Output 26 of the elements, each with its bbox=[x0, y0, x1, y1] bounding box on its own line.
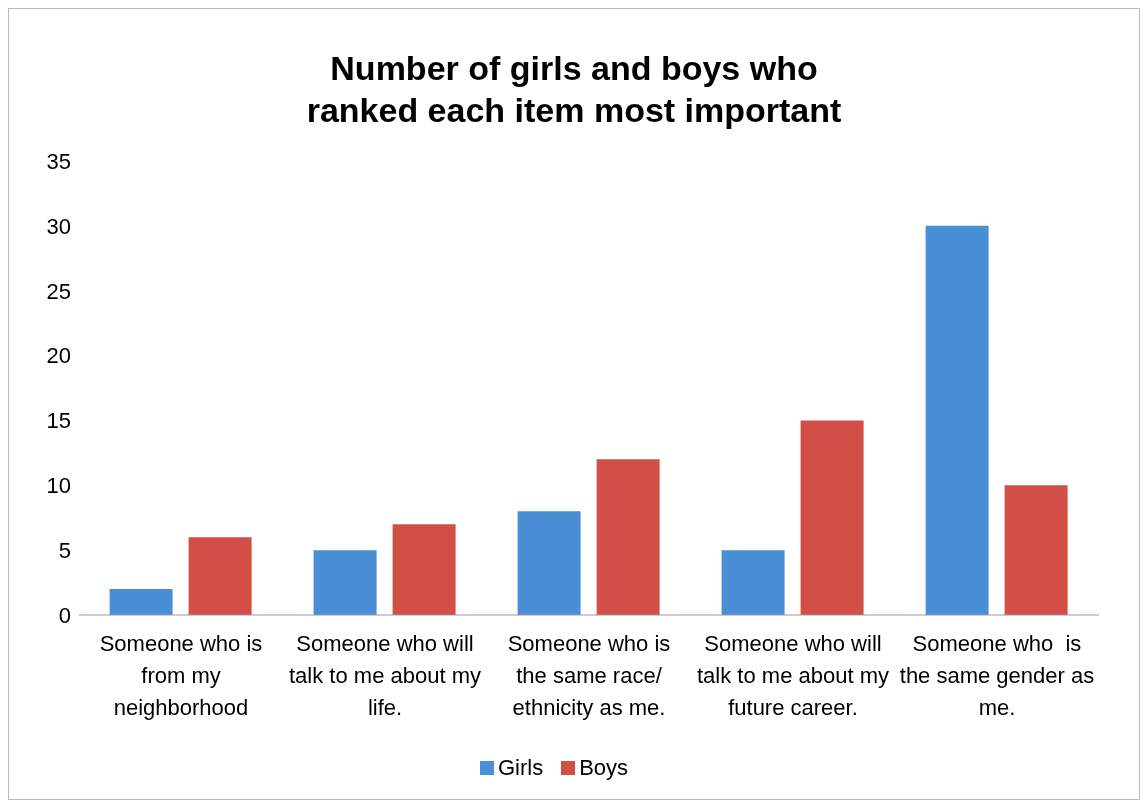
x-tick-label: Someone who is the same gender as me. bbox=[899, 630, 1095, 720]
y-tick-label: 20 bbox=[46, 343, 71, 369]
y-tick-label: 25 bbox=[46, 278, 71, 304]
legend-label: Boys bbox=[579, 755, 629, 781]
bar bbox=[721, 550, 785, 615]
y-tick-label: 30 bbox=[46, 213, 71, 239]
bar bbox=[313, 550, 377, 615]
x-tick-label: Someone who is from my neighborhood bbox=[99, 630, 263, 720]
bar bbox=[925, 225, 989, 615]
chart-title: Number of girls and boys who ranked each item most important bbox=[305, 48, 843, 131]
bar bbox=[392, 524, 456, 615]
bar bbox=[596, 459, 660, 615]
y-tick-label: 10 bbox=[46, 473, 71, 499]
bar bbox=[109, 589, 173, 615]
x-tick-label: Someone who is the same race/ ethnicity as me. bbox=[507, 630, 671, 720]
x-tick-label: Someone who will talk to me about my life. bbox=[289, 630, 481, 720]
y-tick-label: 0 bbox=[58, 602, 71, 628]
bar bbox=[188, 537, 252, 615]
y-tick-label: 5 bbox=[58, 537, 71, 563]
x-tick-label: Someone who will talk to me about my future career. bbox=[697, 630, 889, 720]
bar bbox=[1004, 485, 1068, 615]
y-tick-label: 35 bbox=[46, 148, 71, 174]
y-tick-label: 15 bbox=[46, 408, 71, 434]
bar bbox=[800, 420, 864, 615]
bar bbox=[517, 511, 581, 615]
legend-label: Girls bbox=[497, 755, 544, 781]
